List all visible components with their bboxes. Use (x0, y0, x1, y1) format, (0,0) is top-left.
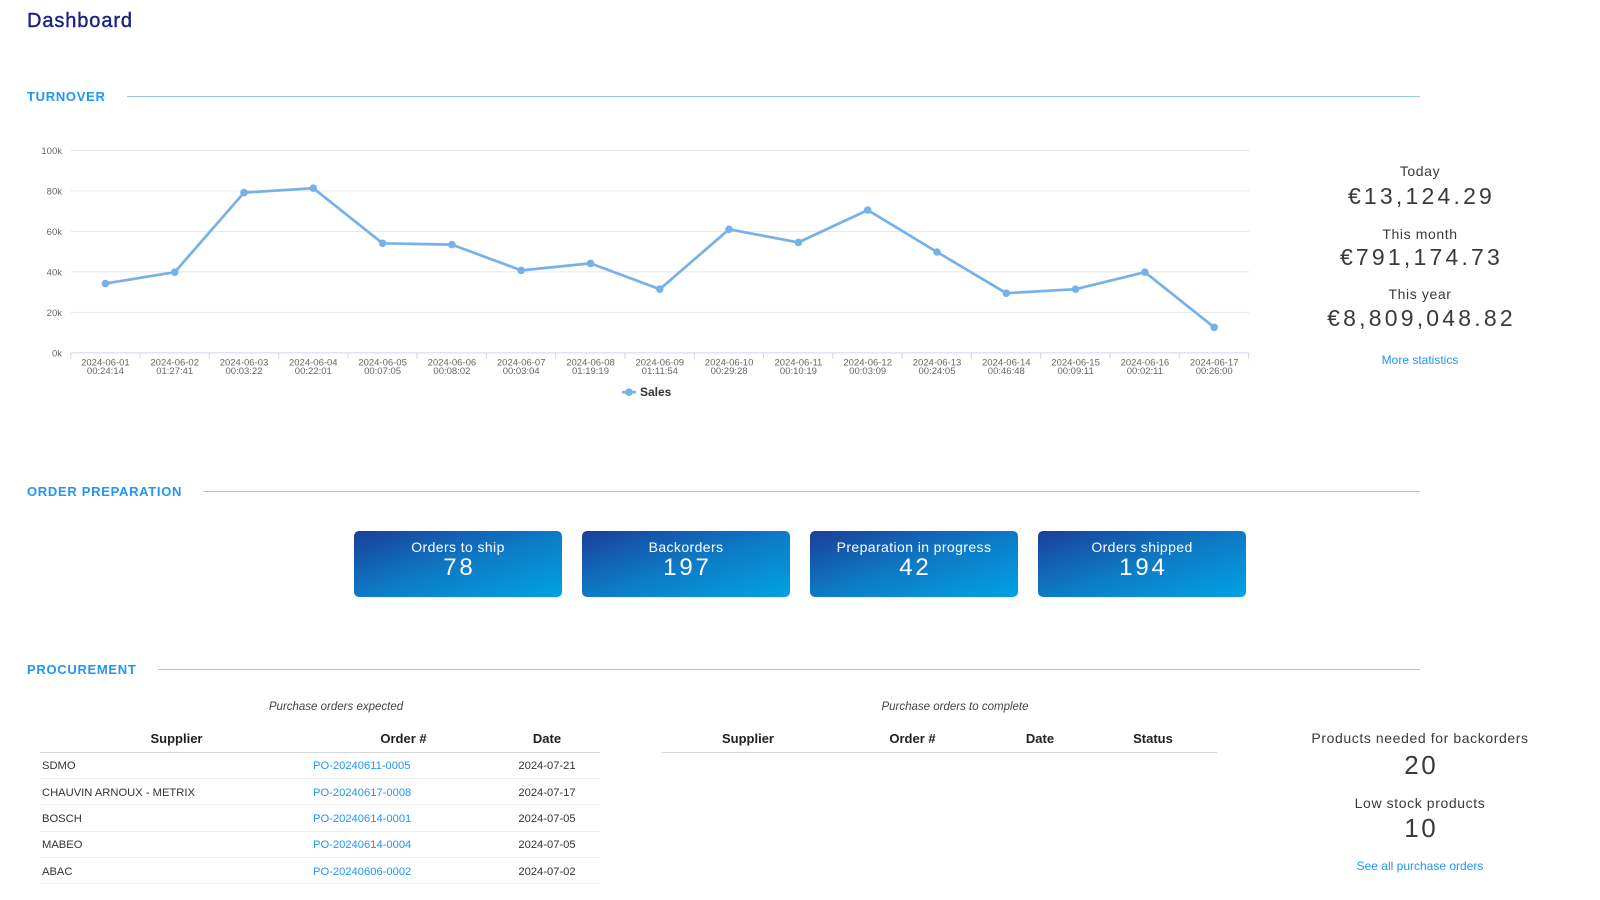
svg-text:00:24:05: 00:24:05 (919, 366, 956, 377)
svg-text:2024-06-15: 2024-06-15 (1051, 358, 1100, 369)
svg-text:80k: 80k (47, 186, 63, 197)
svg-text:00:24:14: 00:24:14 (87, 366, 124, 377)
svg-text:2024-06-10: 2024-06-10 (705, 358, 754, 369)
svg-text:01:19:19: 01:19:19 (572, 366, 609, 377)
svg-text:Sales: Sales (640, 385, 672, 399)
svg-text:00:03:09: 00:03:09 (849, 366, 886, 377)
svg-text:00:46:48: 00:46:48 (988, 366, 1025, 377)
svg-text:2024-06-17: 2024-06-17 (1190, 358, 1239, 369)
svg-text:60k: 60k (47, 227, 63, 238)
svg-text:01:27:41: 01:27:41 (156, 366, 193, 377)
svg-text:2024-06-02: 2024-06-02 (150, 358, 199, 369)
svg-text:00:26:00: 00:26:00 (1196, 366, 1233, 377)
svg-text:00:03:22: 00:03:22 (226, 366, 263, 377)
svg-text:2024-06-14: 2024-06-14 (982, 358, 1031, 369)
svg-text:2024-06-05: 2024-06-05 (358, 358, 407, 369)
svg-text:2024-06-03: 2024-06-03 (220, 358, 269, 369)
svg-text:2024-06-11: 2024-06-11 (774, 358, 822, 369)
svg-text:2024-06-13: 2024-06-13 (913, 358, 962, 369)
svg-text:20k: 20k (47, 308, 63, 319)
svg-text:00:08:02: 00:08:02 (433, 366, 470, 377)
svg-text:00:22:01: 00:22:01 (295, 366, 332, 377)
svg-text:0k: 0k (52, 348, 62, 359)
svg-text:2024-06-08: 2024-06-08 (566, 358, 615, 369)
svg-text:00:02:11: 00:02:11 (1127, 366, 1163, 377)
svg-text:2024-06-04: 2024-06-04 (289, 358, 338, 369)
svg-text:2024-06-12: 2024-06-12 (843, 358, 892, 369)
svg-text:00:10:19: 00:10:19 (780, 366, 817, 377)
svg-text:100k: 100k (41, 146, 62, 157)
svg-text:00:29:28: 00:29:28 (711, 366, 748, 377)
svg-text:2024-06-07: 2024-06-07 (497, 358, 546, 369)
svg-text:2024-06-06: 2024-06-06 (428, 358, 477, 369)
svg-text:00:09:11: 00:09:11 (1057, 366, 1093, 377)
svg-text:40k: 40k (47, 267, 63, 278)
svg-text:00:07:05: 00:07:05 (364, 366, 401, 377)
svg-text:01:11:54: 01:11:54 (642, 366, 678, 377)
svg-text:2024-06-09: 2024-06-09 (635, 358, 684, 369)
svg-text:2024-06-01: 2024-06-01 (81, 358, 130, 369)
svg-text:2024-06-16: 2024-06-16 (1121, 358, 1170, 369)
svg-text:00:03:04: 00:03:04 (503, 366, 540, 377)
